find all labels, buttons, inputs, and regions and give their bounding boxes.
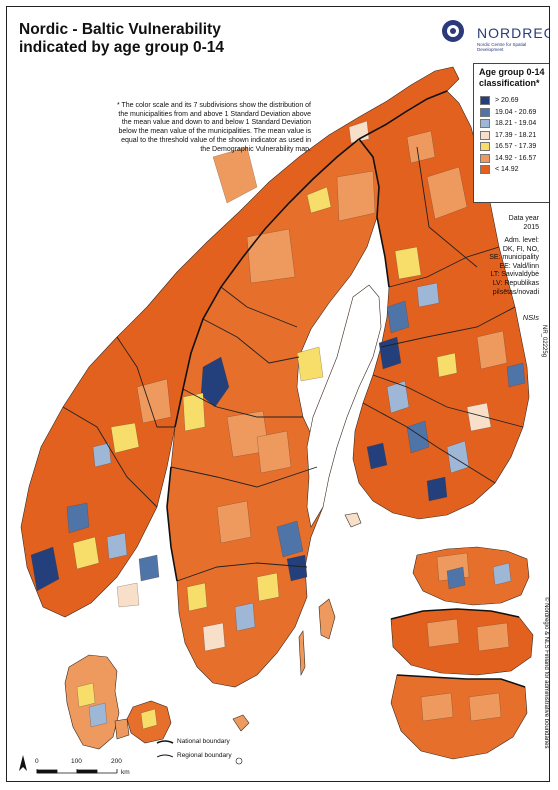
- adm-line: LT: Savivaldybė: [490, 271, 539, 279]
- regional-boundary-label: Regional boundary: [177, 752, 232, 759]
- north-arrow-icon: [19, 755, 27, 771]
- legend-label: 17.39 - 18.21: [495, 131, 537, 139]
- source-abbr: NSIs: [522, 313, 539, 322]
- legend-swatch: [480, 153, 490, 163]
- legend-title-line-1: Age group 0-14: [479, 67, 545, 77]
- legend-row: 18.21 - 19.04: [480, 119, 549, 129]
- classification-legend: Age group 0-14 classification* > 20.69 19…: [473, 63, 549, 203]
- adm-line: LV: Republikas: [492, 279, 539, 287]
- adm-line: EE: Vald/linn: [499, 262, 539, 270]
- legend-swatch: [480, 96, 490, 105]
- legend-row: < 14.92: [480, 165, 549, 175]
- data-info: Data year 2015: [509, 215, 539, 232]
- latvia-landmass: [390, 608, 534, 676]
- nordregio-logo-icon: [442, 20, 464, 42]
- denmark-funen: [114, 718, 130, 740]
- legend-label: 19.04 - 20.69: [495, 108, 537, 116]
- legend-title: Age group 0-14 classification*: [479, 67, 545, 88]
- gulf-of-finland: [387, 517, 521, 547]
- logo-subtitle: Nordic Centre for Spatial Development: [477, 42, 527, 52]
- legend-swatch: [480, 107, 490, 117]
- adm-level-label: Adm. level:: [504, 237, 539, 244]
- adm-line: SE: municipality: [489, 254, 539, 262]
- data-year: 2015: [523, 223, 539, 231]
- legend-label: > 20.69: [495, 97, 519, 104]
- boundary-legend-symbols: [156, 740, 174, 758]
- estonia-landmass: [412, 546, 530, 606]
- scale-unit: km: [121, 769, 130, 776]
- map-id: NR_02225g: [541, 325, 547, 358]
- municipality-patches: [30, 120, 526, 730]
- map-title: Nordic - Baltic Vulnerability indicated …: [19, 21, 224, 57]
- copyright-text: © Nordregio & NLS Finland for administra…: [543, 597, 549, 749]
- legend-row: 14.92 - 16.57: [480, 153, 549, 164]
- legend-row: 19.04 - 20.69: [480, 107, 549, 118]
- legend-row: 16.57 - 17.39: [480, 142, 549, 152]
- title-line-1: Nordic - Baltic Vulnerability: [19, 21, 221, 38]
- adm-line: DK, FI, NO,: [502, 245, 539, 253]
- legend-swatch: [480, 119, 490, 128]
- lithuania-landmass: [390, 674, 528, 760]
- map-frame: Nordic - Baltic Vulnerability indicated …: [6, 6, 550, 782]
- scale-tick-100: 100: [71, 758, 82, 765]
- title-line-2: indicated by age group 0-14: [19, 39, 224, 56]
- legend-swatch: [480, 142, 490, 151]
- logo-name: NORDREGIO: [477, 25, 549, 41]
- legend-label: 16.57 - 17.39: [495, 143, 537, 150]
- national-boundaries: [166, 90, 526, 688]
- scale-bar: [36, 769, 118, 774]
- legend-label: 14.92 - 16.57: [495, 154, 537, 162]
- adm-line: pilsētas/novadi: [492, 288, 539, 296]
- legend-label: 18.21 - 19.04: [495, 120, 537, 127]
- national-boundary-label: National boundary: [177, 738, 230, 745]
- gulf-of-bothnia: [306, 284, 382, 528]
- regional-boundaries: [62, 146, 524, 582]
- oland: [298, 630, 306, 677]
- data-year-label: Data year: [508, 215, 539, 222]
- kaliningrad-marker: [235, 757, 243, 765]
- legend-swatch: [480, 130, 490, 140]
- gotland: [318, 598, 336, 640]
- legend-row: 17.39 - 18.21: [480, 130, 549, 141]
- aland: [344, 512, 362, 528]
- adm-level-info: Adm. level: DK, FI, NO, SE: municipality…: [489, 237, 539, 297]
- legend-title-line-2: classification*: [479, 77, 540, 88]
- legend-row: > 20.69: [480, 96, 549, 106]
- scale-tick-0: 0: [35, 758, 39, 765]
- map-canvas: [19, 66, 534, 774]
- classification-note: * The color scale and its 7 subdivisions…: [116, 102, 311, 153]
- scale-tick-200: 200: [111, 758, 122, 765]
- legend-swatch: [480, 165, 490, 174]
- bornholm: [232, 714, 250, 732]
- legend-label: < 14.92: [495, 166, 519, 173]
